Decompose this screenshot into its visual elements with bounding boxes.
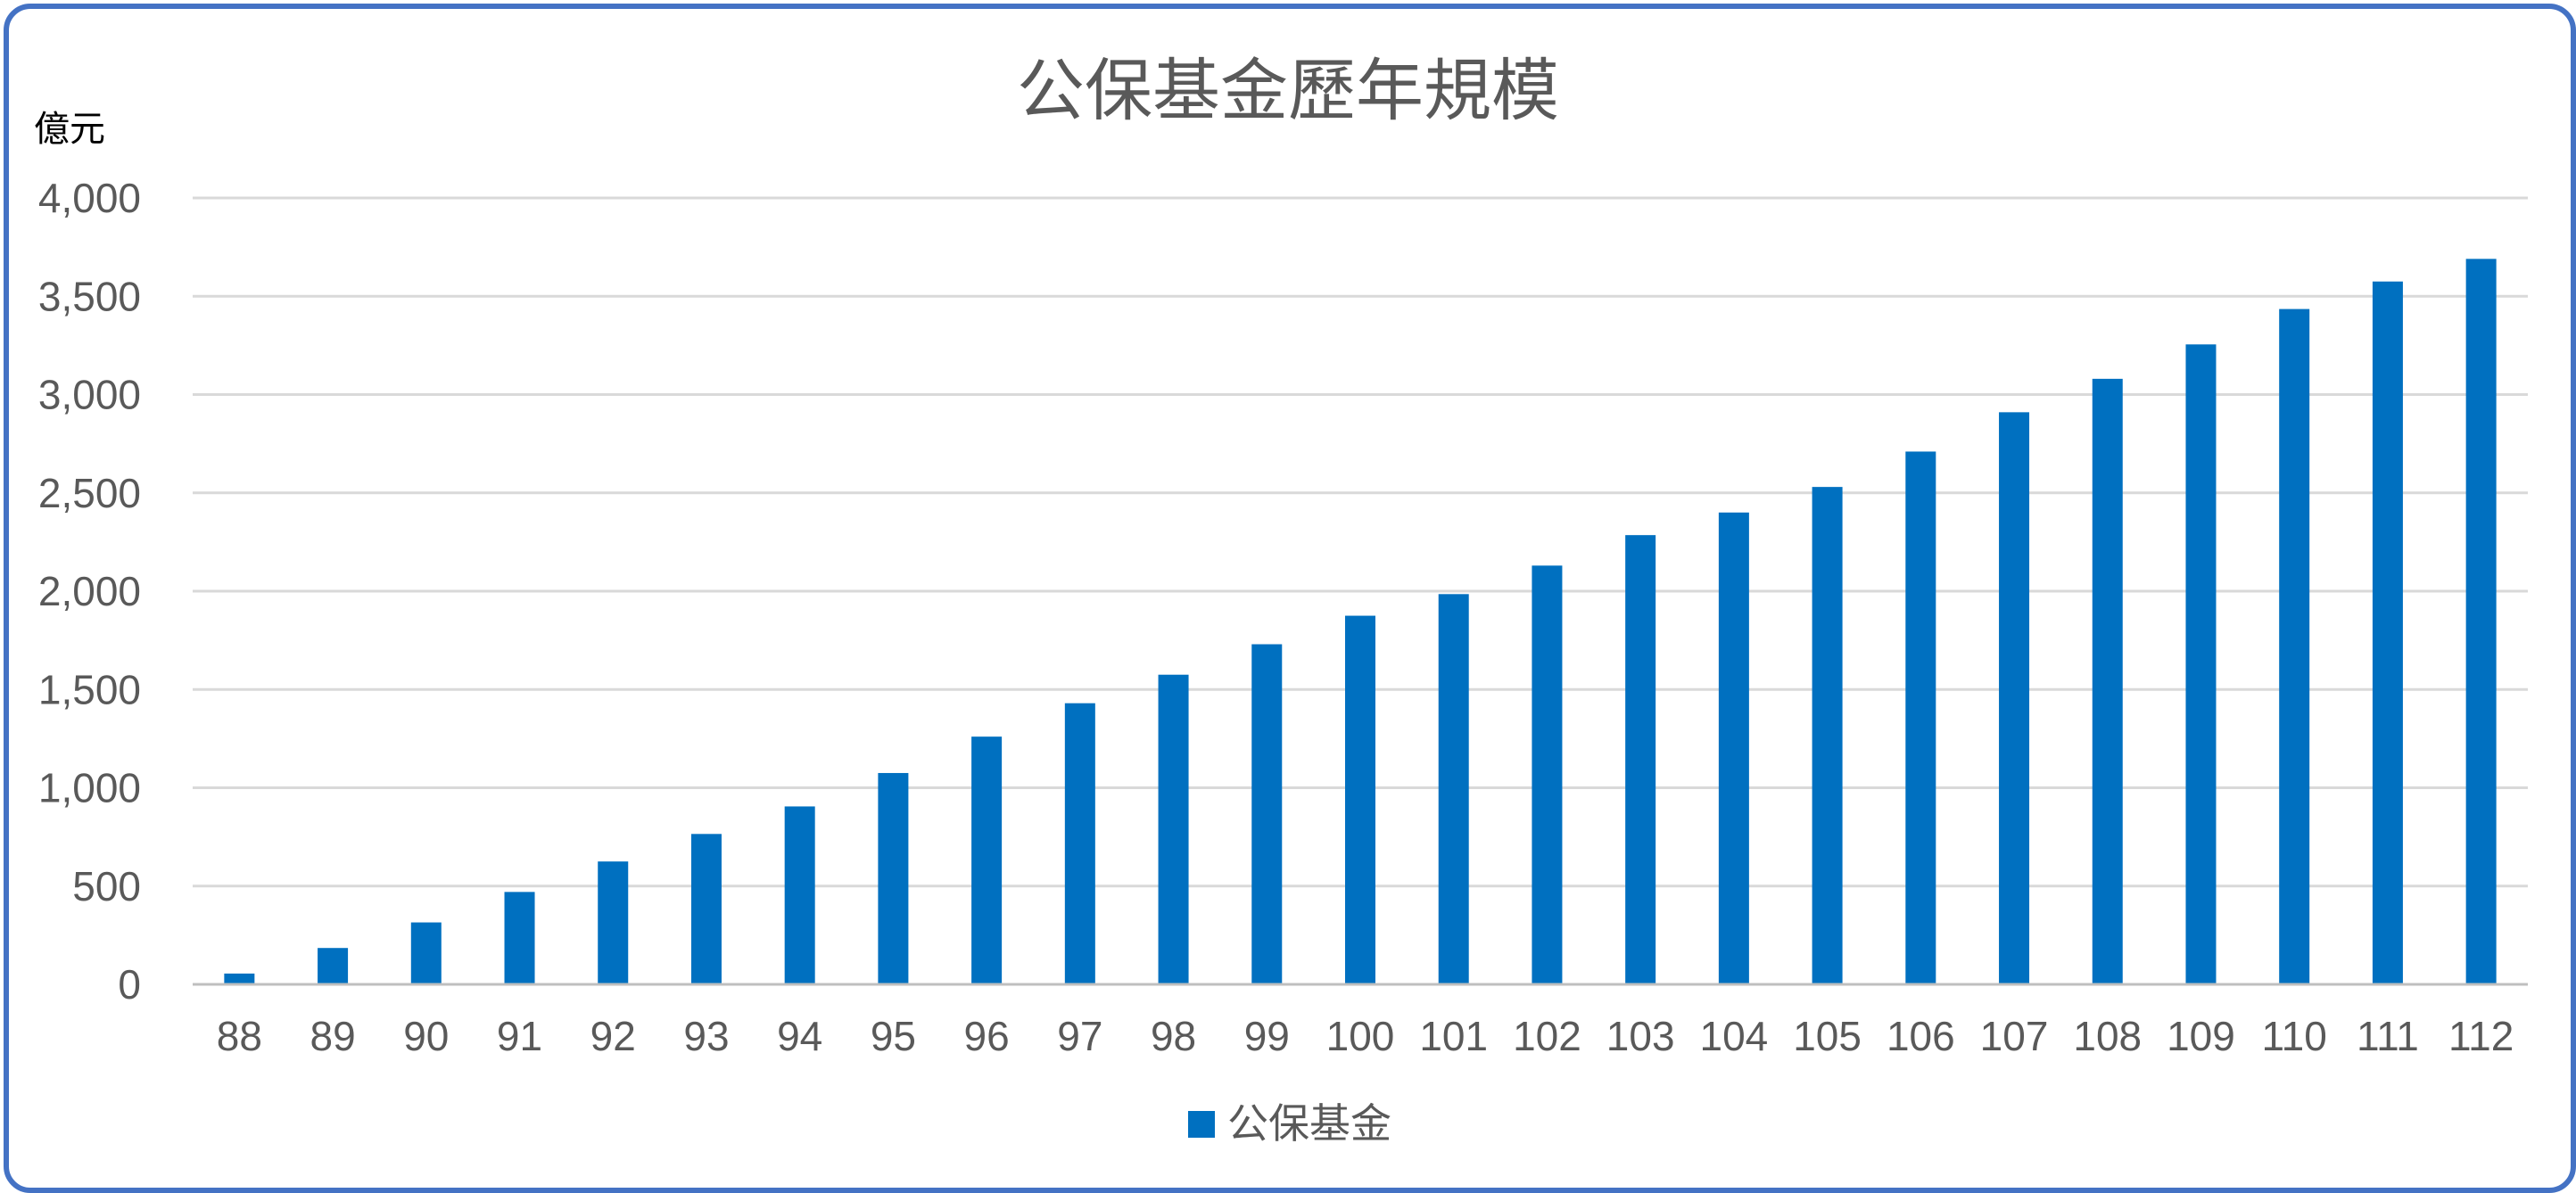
bar <box>1064 703 1095 984</box>
bar <box>224 973 255 984</box>
bar <box>2279 309 2310 984</box>
y-tick-label: 2,500 <box>38 470 141 516</box>
x-tick-label: 88 <box>217 1013 262 1059</box>
bar <box>318 948 349 984</box>
x-tick-label: 89 <box>310 1013 355 1059</box>
y-tick-label: 3,000 <box>38 372 141 418</box>
x-tick-label: 95 <box>871 1013 916 1059</box>
bar <box>971 736 1003 984</box>
chart-title: 公保基金歷年規模 <box>1017 51 1559 130</box>
bar <box>598 861 629 984</box>
bars <box>224 259 2497 985</box>
y-tick-label: 2,000 <box>38 568 141 614</box>
bar <box>2092 378 2123 984</box>
x-tick-label: 93 <box>683 1013 729 1059</box>
x-tick-label: 101 <box>1419 1013 1488 1059</box>
bar <box>1158 674 1189 984</box>
bar <box>1718 512 1749 984</box>
y-axis-ticks: 0 500 1,000 1,500 2,000 2,500 3,000 3,500 4,000 <box>38 175 141 1008</box>
bar <box>1438 594 1469 984</box>
x-tick-label: 97 <box>1057 1013 1102 1059</box>
y-tick-label: 3,500 <box>38 273 141 319</box>
bar <box>2372 281 2403 984</box>
y-tick-label: 1,500 <box>38 666 141 712</box>
legend-swatch <box>1188 1111 1215 1138</box>
bar <box>2185 344 2217 985</box>
x-tick-label: 94 <box>777 1013 822 1059</box>
bar <box>1905 451 1936 984</box>
legend-label: 公保基金 <box>1227 1099 1391 1148</box>
x-tick-label: 91 <box>497 1013 542 1059</box>
x-tick-label: 106 <box>1887 1013 1955 1059</box>
y-tick-label: 1,000 <box>38 765 141 811</box>
x-tick-label: 99 <box>1244 1013 1290 1059</box>
x-tick-label: 112 <box>2448 1013 2514 1059</box>
x-tick-label: 96 <box>964 1013 1010 1059</box>
bar <box>2465 259 2497 985</box>
y-axis-unit-label: 億元 <box>34 109 105 150</box>
y-tick-label: 4,000 <box>38 175 141 221</box>
bar <box>1532 565 1563 984</box>
x-tick-label: 110 <box>2262 1013 2327 1059</box>
y-tick-label: 0 <box>118 961 141 1008</box>
x-axis-ticks: 88 89 90 91 92 93 94 95 96 97 98 99 100 101 102 103 104 1… <box>217 1013 2514 1059</box>
bar <box>878 772 909 984</box>
bar <box>1251 644 1283 984</box>
x-tick-label: 100 <box>1326 1013 1395 1059</box>
bar <box>504 892 535 984</box>
x-tick-label: 108 <box>2073 1013 2142 1059</box>
bar <box>1345 615 1375 984</box>
bar <box>1625 535 1656 984</box>
x-tick-label: 111 <box>2357 1013 2419 1059</box>
gridlines <box>193 196 2528 888</box>
bar <box>1812 487 1843 984</box>
chart-frame <box>4 4 2576 1193</box>
x-tick-label: 90 <box>403 1013 449 1059</box>
x-tick-label: 92 <box>590 1013 636 1059</box>
x-tick-label: 107 <box>1980 1013 2049 1059</box>
bar <box>410 922 442 984</box>
bar <box>1999 412 2030 985</box>
y-tick-label: 500 <box>72 863 141 909</box>
x-tick-label: 103 <box>1606 1013 1675 1059</box>
x-tick-label: 104 <box>1700 1013 1769 1059</box>
x-tick-label: 98 <box>1151 1013 1196 1059</box>
x-tick-label: 105 <box>1793 1013 1862 1059</box>
x-tick-label: 109 <box>2167 1013 2235 1059</box>
x-tick-label: 102 <box>1513 1013 1581 1059</box>
bar <box>690 834 722 984</box>
bar <box>784 806 815 984</box>
legend: 公保基金 <box>1188 1099 1391 1148</box>
